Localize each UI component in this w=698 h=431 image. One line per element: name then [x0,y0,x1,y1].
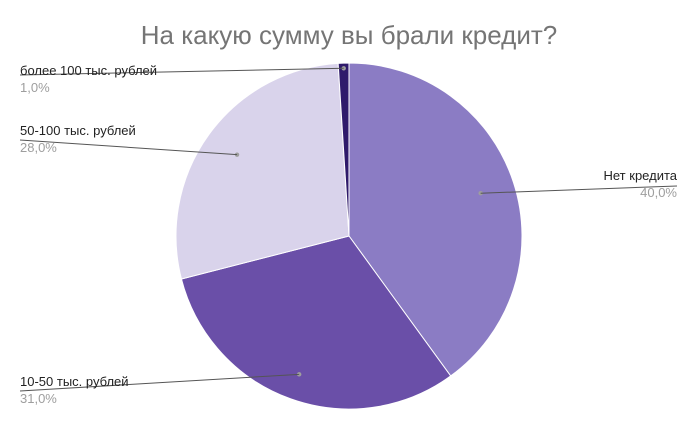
pie-slices [175,62,523,410]
slice-value-label: 28,0% [20,140,57,155]
leader-line [19,373,300,392]
pie-slice [348,62,523,377]
leader-line [19,67,344,76]
slice-value-label: 1,0% [20,80,50,95]
pie-slice [180,235,452,410]
slice-label: более 100 тыс. рублей [20,63,157,78]
slice-value-label: 40,0% [640,185,677,200]
leader-line [19,139,238,156]
pie-slice [337,62,350,237]
slice-label: Нет кредита [604,168,678,183]
slice-label: 10-50 тыс. рублей [20,374,129,389]
chart-title: На какую сумму вы брали кредит? [141,20,557,50]
leader-line [480,185,678,194]
slice-value-label: 31,0% [20,391,57,406]
slice-labels: Нет кредита 40,0% 10-50 тыс. рублей 31,0% 50… [19,63,678,406]
slice-label: 50-100 тыс. рублей [20,123,136,138]
